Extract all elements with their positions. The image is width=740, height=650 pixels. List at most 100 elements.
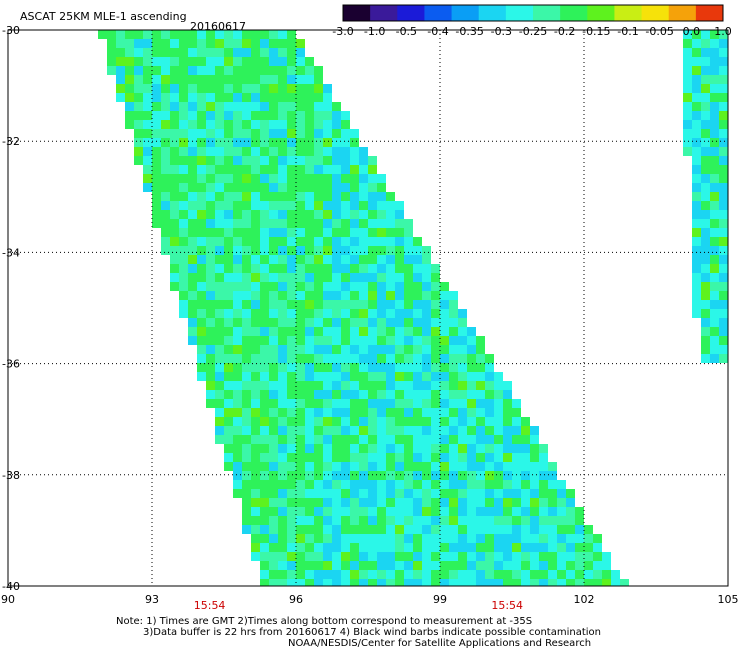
- swath-cell: [170, 93, 179, 102]
- swath-cell: [143, 120, 152, 129]
- swath-cell: [494, 543, 503, 552]
- swath-cell: [413, 525, 422, 534]
- swath-cell: [710, 30, 719, 39]
- swath-cell: [305, 255, 314, 264]
- swath-cell: [242, 192, 251, 201]
- swath-cell: [431, 552, 440, 561]
- swath-cell: [701, 210, 710, 219]
- swath-cell: [332, 516, 341, 525]
- y-tick-label: -34: [2, 246, 20, 259]
- swath-cell: [377, 192, 386, 201]
- swath-cell: [413, 417, 422, 426]
- swath-cell: [377, 543, 386, 552]
- swath-cell: [350, 183, 359, 192]
- swath-cell: [260, 543, 269, 552]
- swath-cell: [332, 426, 341, 435]
- swath-cell: [341, 138, 350, 147]
- swath-cell: [269, 156, 278, 165]
- swath-cell: [278, 318, 287, 327]
- swath-cell: [701, 309, 710, 318]
- swath-cell: [161, 147, 170, 156]
- swath-cell: [197, 84, 206, 93]
- swath-cell: [530, 462, 539, 471]
- swath-cell: [161, 102, 170, 111]
- swath-cell: [170, 66, 179, 75]
- swath-cell: [224, 120, 233, 129]
- swath-cell: [386, 336, 395, 345]
- swath-cell: [179, 282, 188, 291]
- swath-cell: [260, 408, 269, 417]
- swath-cell: [413, 363, 422, 372]
- swath-cell: [521, 489, 530, 498]
- swath-cell: [359, 246, 368, 255]
- swath-cell: [530, 552, 539, 561]
- swath-cell: [467, 462, 476, 471]
- swath-cell: [485, 453, 494, 462]
- swath-cell: [224, 165, 233, 174]
- swath-cell: [377, 282, 386, 291]
- swath-cell: [332, 282, 341, 291]
- swath-cell: [350, 543, 359, 552]
- swath-cell: [206, 363, 215, 372]
- swath-cell: [251, 390, 260, 399]
- swath-cell: [485, 417, 494, 426]
- swath-cell: [152, 192, 161, 201]
- swath-cell: [404, 345, 413, 354]
- swath-cell: [503, 516, 512, 525]
- swath-cell: [422, 579, 431, 586]
- swath-cell: [359, 507, 368, 516]
- swath-cell: [512, 516, 521, 525]
- swath-cell: [134, 102, 143, 111]
- swath-cell: [134, 48, 143, 57]
- swath-cell: [413, 480, 422, 489]
- swath-cell: [170, 120, 179, 129]
- swath-cell: [710, 183, 719, 192]
- swath-cell: [521, 561, 530, 570]
- note-line-2: 3)Data buffer is 22 hrs from 20160617 4)…: [143, 627, 601, 638]
- swath-cell: [359, 228, 368, 237]
- swath-cell: [215, 372, 224, 381]
- swath-cell: [458, 525, 467, 534]
- swath-cell: [206, 138, 215, 147]
- swath-cell: [206, 381, 215, 390]
- swath-cell: [143, 138, 152, 147]
- swath-cell: [422, 408, 431, 417]
- swath-cell: [422, 516, 431, 525]
- swath-cell: [296, 201, 305, 210]
- swath-cell: [530, 561, 539, 570]
- swath-cell: [323, 552, 332, 561]
- swath-cell: [395, 318, 404, 327]
- swath-cell: [215, 246, 224, 255]
- swath-cell: [485, 444, 494, 453]
- swath-layer: [98, 30, 728, 586]
- swath-cell: [683, 48, 692, 57]
- swath-cell: [296, 561, 305, 570]
- swath-cell: [206, 354, 215, 363]
- swath-cell: [188, 129, 197, 138]
- swath-cell: [431, 336, 440, 345]
- swath-cell: [701, 138, 710, 147]
- swath-cell: [269, 462, 278, 471]
- colorbar-segment: [614, 5, 643, 21]
- swath-east: [683, 30, 728, 363]
- swath-cell: [692, 300, 701, 309]
- swath-cell: [269, 498, 278, 507]
- swath-cell: [125, 102, 134, 111]
- swath-cell: [278, 66, 287, 75]
- swath-cell: [161, 210, 170, 219]
- swath-cell: [179, 183, 188, 192]
- swath-cell: [125, 120, 134, 129]
- swath-cell: [539, 507, 548, 516]
- swath-cell: [323, 192, 332, 201]
- swath-cell: [287, 480, 296, 489]
- swath-cell: [395, 534, 404, 543]
- swath-cell: [395, 336, 404, 345]
- swath-cell: [278, 462, 287, 471]
- swath-cell: [323, 561, 332, 570]
- swath-cell: [467, 399, 476, 408]
- swath-cell: [323, 102, 332, 111]
- colorbar-segment: [397, 5, 425, 21]
- swath-cell: [251, 147, 260, 156]
- swath-cell: [287, 129, 296, 138]
- swath-cell: [314, 570, 323, 579]
